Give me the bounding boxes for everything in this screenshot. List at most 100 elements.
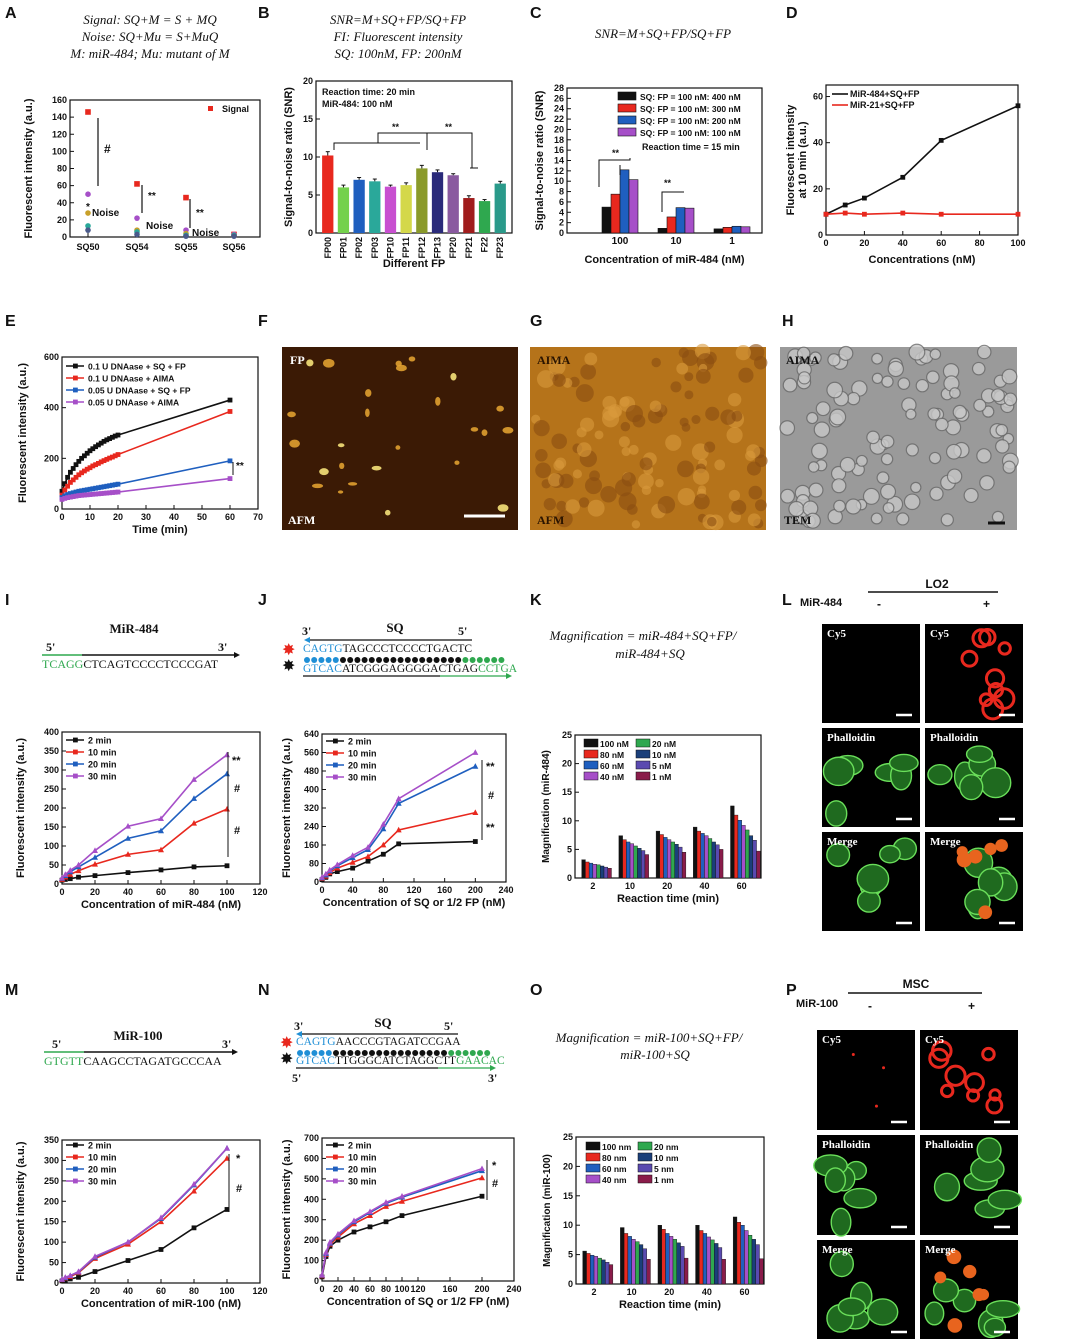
y-tick-label: 15	[303, 114, 313, 124]
micrograph-label: Merge	[930, 836, 961, 848]
plot-frame	[825, 84, 1019, 236]
data-point	[335, 1237, 341, 1243]
x-tick-label: 240	[498, 885, 513, 895]
cell-body	[888, 753, 919, 773]
data-point	[158, 815, 164, 822]
particle	[826, 381, 844, 399]
particle	[880, 434, 895, 449]
panel-letter: D	[786, 5, 798, 22]
particle	[576, 427, 587, 438]
particle	[693, 493, 710, 510]
panelN-bot-c: GAACAC	[456, 1055, 505, 1067]
legend-label: 20 min	[88, 1165, 117, 1175]
x-tick-label: SQ54	[125, 242, 148, 252]
panelK-formula1: Magnification = miR-484+SQ+FP/	[549, 628, 738, 643]
legend-label: 20 nM	[652, 739, 676, 749]
legend-label: 5 nm	[654, 1164, 674, 1174]
base-pair-dot	[440, 657, 447, 663]
base-pair-dot	[441, 1050, 447, 1056]
particle	[705, 406, 720, 421]
particle	[365, 408, 370, 418]
y-tick-label: 0	[314, 877, 319, 887]
panelI-name: MiR-484	[109, 621, 159, 636]
base-pair-dot	[333, 1050, 339, 1056]
base-pair-dot	[491, 657, 498, 663]
cell-signal	[882, 1066, 886, 1070]
panelI-3: 3'	[218, 640, 227, 654]
particle	[697, 485, 707, 494]
data-point	[396, 841, 402, 847]
x-tick-label: FP21	[464, 237, 474, 259]
panelH-label: TEM	[784, 513, 811, 527]
bar	[700, 833, 705, 879]
legend-label: 80 nm	[602, 1153, 627, 1163]
particle	[543, 497, 556, 511]
black-star-icon: ✸	[282, 658, 295, 675]
bar	[748, 835, 754, 879]
panelA-sig: **	[196, 208, 204, 219]
legend-marker	[73, 749, 78, 755]
particle	[915, 378, 930, 393]
bar	[588, 862, 594, 879]
data-point	[70, 490, 76, 496]
cell-body	[985, 1299, 1021, 1319]
series-line	[321, 751, 476, 878]
x-axis-label: Concentration of miR-100 (nM)	[81, 1298, 241, 1310]
particle	[870, 512, 883, 525]
data-point	[115, 489, 121, 495]
panelJ-top-a: CAGTG	[303, 643, 343, 655]
x-tick-label: 40	[348, 885, 358, 895]
bar	[759, 1258, 764, 1285]
particle	[306, 359, 314, 367]
panelB-formula2: FI: Fluorescent intensity	[333, 29, 463, 44]
particle	[548, 473, 562, 487]
data-point	[383, 1203, 389, 1209]
bar	[369, 181, 381, 233]
particle	[838, 345, 854, 361]
panelB-formula1: SNR=M+SQ+FP/SQ+FP	[330, 12, 466, 27]
data-point	[98, 491, 104, 496]
base-pair-dot	[390, 657, 397, 663]
legend-marker	[333, 1154, 338, 1160]
bar	[601, 206, 612, 234]
y-tick-label: 0	[818, 230, 823, 240]
bar	[416, 168, 428, 233]
micrograph-label: Cy5	[925, 1034, 944, 1046]
panelG-label: AIMA	[537, 353, 571, 367]
y-tick-label: 0	[62, 232, 67, 242]
particle	[584, 352, 598, 366]
data-point	[68, 491, 73, 496]
particle	[670, 381, 682, 393]
data-point	[115, 452, 121, 457]
particle	[995, 423, 1009, 437]
panelL-image-grid: Cy5 Cy5 Phalloidin Phalloidin Merge Merge	[822, 624, 1023, 931]
y-tick-label: 5	[568, 1250, 573, 1260]
y-tick-label: 5	[567, 844, 572, 854]
bar	[626, 841, 631, 879]
particle	[782, 377, 798, 393]
x-tick-label: 2	[592, 1287, 597, 1297]
legend-label: 10 min	[348, 749, 377, 759]
data-point	[104, 456, 110, 462]
particle	[676, 362, 689, 375]
particle	[753, 356, 768, 370]
particle	[481, 429, 488, 436]
particle	[982, 405, 995, 418]
data-point	[76, 488, 82, 494]
particle	[600, 486, 617, 503]
data-point	[79, 488, 84, 494]
bar	[655, 830, 661, 879]
bar	[623, 1233, 629, 1285]
particle	[707, 516, 717, 527]
particle	[887, 360, 905, 378]
data-point	[115, 481, 121, 487]
particle	[748, 485, 763, 500]
legend-label: 20 nm	[654, 1142, 679, 1152]
micrograph	[817, 1030, 915, 1130]
panel-letter: O	[530, 982, 542, 999]
particle	[827, 353, 841, 367]
x-axis-label: Concentration of miR-484 (nM)	[584, 254, 744, 266]
cell-body	[825, 800, 848, 827]
particle	[855, 454, 868, 467]
bar	[748, 1234, 753, 1285]
